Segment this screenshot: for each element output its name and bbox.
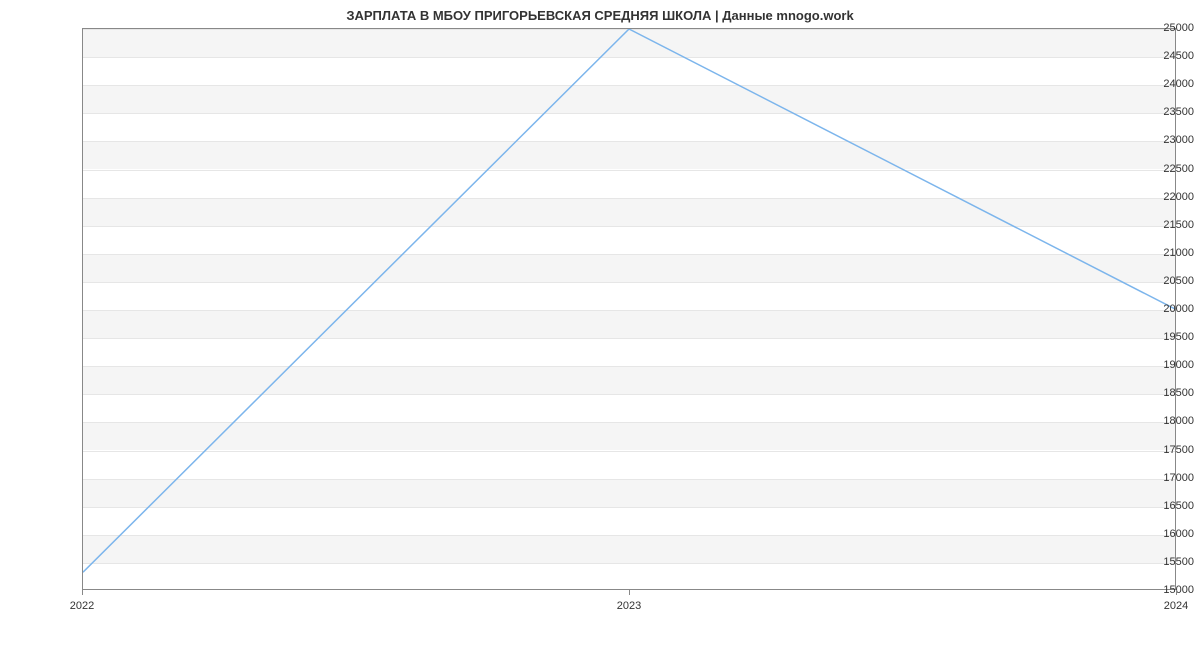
y-tick-label: 20500: [1118, 275, 1200, 287]
y-tick-label: 22000: [1118, 191, 1200, 203]
y-tick-label: 21500: [1118, 219, 1200, 231]
y-tick-label: 23000: [1118, 134, 1200, 146]
x-tick-label: 2024: [1164, 594, 1188, 612]
y-tick-label: 23500: [1118, 106, 1200, 118]
y-tick-label: 18000: [1118, 415, 1200, 427]
x-tick-label: 2023: [617, 594, 641, 612]
y-tick-label: 19500: [1118, 331, 1200, 343]
series-line: [83, 29, 1175, 572]
y-tick-label: 15500: [1118, 556, 1200, 568]
y-tick-label: 19000: [1118, 359, 1200, 371]
y-tick-label: 25000: [1118, 22, 1200, 34]
y-tick-label: 21000: [1118, 247, 1200, 259]
y-tick-label: 24500: [1118, 50, 1200, 62]
y-tick-label: 22500: [1118, 163, 1200, 175]
plot-area: [82, 28, 1176, 590]
y-tick-label: 16500: [1118, 500, 1200, 512]
line-series: [83, 29, 1175, 589]
chart-title: ЗАРПЛАТА В МБОУ ПРИГОРЬЕВСКАЯ СРЕДНЯЯ ШК…: [0, 8, 1200, 23]
y-tick-label: 17000: [1118, 472, 1200, 484]
y-tick-label: 20000: [1118, 303, 1200, 315]
y-tick-label: 18500: [1118, 387, 1200, 399]
y-tick-label: 16000: [1118, 528, 1200, 540]
y-tick-label: 17500: [1118, 444, 1200, 456]
y-tick-label: 24000: [1118, 78, 1200, 90]
x-tick-label: 2022: [70, 594, 94, 612]
